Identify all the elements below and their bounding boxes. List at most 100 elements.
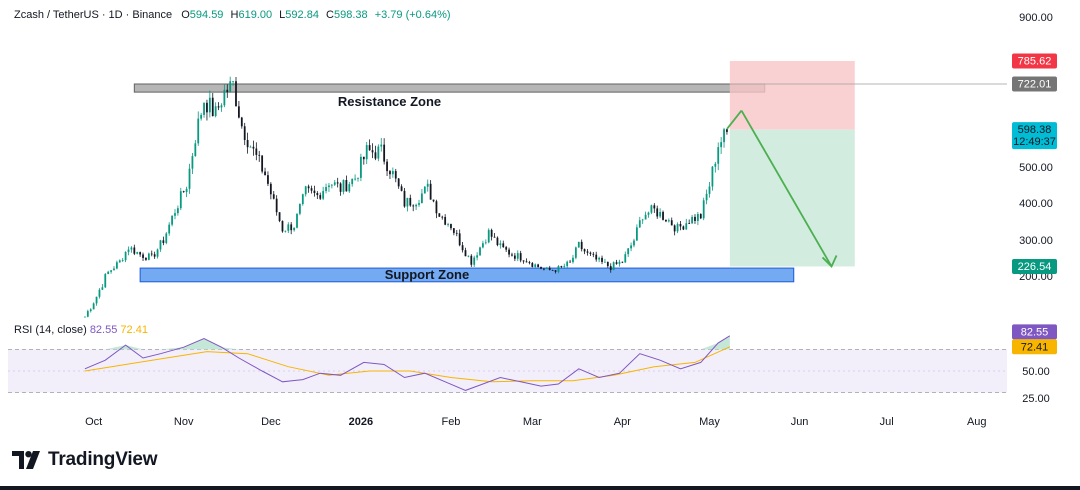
candle-body [362,156,365,160]
candle-body [720,142,723,148]
candle-body [688,223,691,225]
candle-body [104,274,107,288]
symbol-title[interactable]: Zcash / TetherUS · 1D · Binance [14,9,173,21]
candle-body [162,240,165,243]
candle-body [208,97,211,113]
candle-body [415,204,418,207]
candle-body [360,156,362,178]
time-axis-tick: Dec [261,416,281,428]
candle-body [391,171,394,175]
time-axis-tick: Nov [174,416,194,428]
candle-body [269,183,272,195]
candle-body [406,197,409,207]
rsi-axis-tick: 50.00 [1022,366,1050,378]
time-axis-tick: Jul [880,416,894,428]
candle-body [682,226,685,230]
candle-body [203,102,205,115]
candle-body [145,257,147,260]
candle-body [473,257,476,265]
time-axis-tick: Jun [791,416,809,428]
candle-body [522,260,525,262]
price-axis-tick: 300.00 [1019,235,1053,247]
candle-body [232,81,234,83]
candle-body [409,197,412,206]
resistance-price-tag: 722.01 [1012,76,1057,92]
candle-body [168,224,171,234]
projection-arrow-up [726,110,743,130]
resistance-zone [133,83,766,93]
candle-body [313,190,316,194]
candle-body [484,242,487,244]
candle-body [435,201,438,214]
candle-body [118,260,121,263]
candle-body [705,193,708,201]
candle-body [563,266,566,267]
stop-price-tag: 785.62 [1012,53,1057,69]
candle-body [560,266,563,267]
candle-body [499,243,502,246]
candle-body [458,233,461,246]
candle-body [496,237,499,246]
candle-body [113,268,115,271]
candle-body [665,219,667,222]
stop-price-tag-bg [1012,53,1057,69]
candle-body [188,168,191,189]
rsi-overbought-fill [105,335,730,350]
high-value: 619.00 [238,9,273,21]
candle-body [696,214,699,221]
target-price-tag-text: 226.54 [1018,261,1052,273]
candle-body [339,183,342,192]
candle-body [357,177,359,179]
candle-body [447,224,449,225]
resistance-price-tag-bg [1012,76,1057,92]
time-axis-tick: Aug [967,416,987,428]
resistance-price-tag-text: 722.01 [1018,78,1052,90]
candle-body [159,240,162,250]
candle-body [633,240,635,246]
candle-body [325,187,327,192]
candle-body [467,255,470,257]
candle-body [275,198,278,213]
candle-body [612,262,615,271]
candle-body [267,175,269,184]
candle-body [432,199,435,202]
candle-body [136,252,139,254]
rsi-price-tag-bg [1012,324,1057,340]
candle-body [662,211,664,220]
candle-body [723,129,725,143]
candle-body [604,261,606,263]
candle-body [676,223,679,232]
candle-body [121,260,124,261]
candle-body [272,194,275,199]
candle-body [92,303,95,310]
tradingview-brand[interactable]: TradingView [12,449,158,471]
price-axis-tick: 500.00 [1019,162,1053,174]
candle-body [543,268,545,270]
last-price-tag-text: 598.38 [1018,124,1052,136]
rsi-line [84,335,731,391]
candle-body [441,216,444,218]
candle-body [505,247,508,250]
stop-loss-zone [729,61,855,130]
candle-body [95,296,98,304]
candle-body [691,216,693,224]
candle-body [139,252,142,255]
candle-body [86,311,89,317]
candle-body [624,254,627,263]
candle-body [615,262,618,264]
candle-body [461,245,464,251]
candle-body [708,186,711,194]
candle-body [194,143,197,157]
candle-body [659,211,662,217]
tradingview-logo-icon [12,451,40,469]
rsi-ma-price-tag: 72.41 [1012,339,1057,355]
rsi-title[interactable]: RSI (14, close) [14,324,87,336]
target-price-tag: 226.54 [1012,258,1057,274]
price-axis-tick: 900.00 [1019,12,1053,24]
candle-body [84,316,86,318]
candle-body [711,166,714,187]
candle-body [638,220,641,228]
rsi-legend-value: 82.55 [89,324,118,336]
